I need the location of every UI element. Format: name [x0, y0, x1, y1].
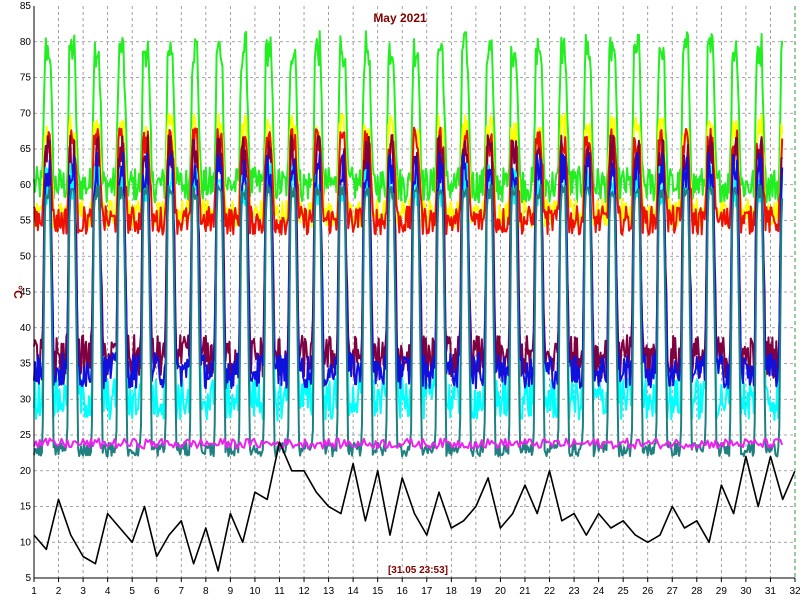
x-tick-label: 16 — [397, 586, 409, 597]
x-tick-label: 27 — [667, 586, 679, 597]
x-tick-label: 11 — [274, 586, 285, 597]
x-tick-label: 32 — [789, 586, 800, 597]
y-tick-label: 15 — [20, 502, 32, 513]
x-tick-label: 30 — [740, 586, 752, 597]
y-tick-label: 20 — [20, 466, 32, 477]
y-tick-label: 10 — [20, 537, 32, 548]
x-tick-label: 4 — [105, 586, 111, 597]
x-tick-label: 14 — [348, 586, 360, 597]
y-tick-label: 65 — [20, 144, 32, 155]
grid-lines — [34, 6, 795, 578]
y-tick-label: 55 — [20, 216, 32, 227]
x-tick-label: 3 — [80, 586, 86, 597]
y-axis-label: °C — [11, 285, 25, 299]
y-tick-label: 35 — [20, 359, 32, 370]
x-tick-label: 26 — [642, 586, 654, 597]
series-line-1 — [33, 30, 784, 204]
x-tick-label: 31 — [765, 586, 777, 597]
y-tick-label: 80 — [20, 37, 32, 48]
x-tick-label: 20 — [495, 586, 507, 597]
x-tick-label: 8 — [203, 586, 209, 597]
series-lines — [33, 30, 796, 572]
x-tick-labels: 1 2 3 4 5 6 7 8 9 10 11 12 13 14 15 16 17 18 19 20 21 22 23 24 2… — [31, 586, 800, 597]
x-tick-label: 21 — [519, 586, 531, 597]
x-tick-label: 23 — [569, 586, 581, 597]
y-tick-label: 70 — [20, 108, 32, 119]
x-tick-label: 15 — [372, 586, 384, 597]
y-tick-label: 85 — [20, 1, 32, 12]
x-tick-label: 22 — [544, 586, 556, 597]
x-tick-label: 18 — [446, 586, 458, 597]
x-tick-label: 2 — [56, 586, 62, 597]
x-tick-label: 24 — [593, 586, 605, 597]
x-tick-label: 19 — [470, 586, 482, 597]
x-tick-label: 17 — [421, 586, 433, 597]
chart-title: May 2021 — [373, 11, 427, 25]
y-tick-label: 5 — [25, 573, 31, 584]
y-tick-labels: 5 10 15 20 25 30 35 40 45 50 55 60 65 70 75 80 85 — [20, 1, 32, 584]
x-tick-label: 13 — [323, 586, 335, 597]
x-tick-label: 7 — [179, 586, 185, 597]
x-tick-label: 9 — [228, 586, 234, 597]
x-tick-label: 28 — [691, 586, 703, 597]
x-tick-label: 1 — [31, 586, 37, 597]
y-tick-label: 60 — [20, 180, 32, 191]
y-tick-label: 45 — [20, 287, 32, 298]
x-tick-label: 29 — [716, 586, 728, 597]
x-tick-label: 25 — [618, 586, 630, 597]
x-tick-label: 12 — [298, 586, 310, 597]
x-tick-label: 5 — [129, 586, 135, 597]
y-tick-label: 40 — [20, 323, 32, 334]
series-line-8 — [33, 437, 784, 450]
y-tick-label: 75 — [20, 73, 32, 84]
y-tick-label: 25 — [20, 430, 32, 441]
y-tick-label: 50 — [20, 251, 32, 262]
x-tick-label: 10 — [249, 586, 261, 597]
y-tick-label: 30 — [20, 394, 32, 405]
x-tick-label: 6 — [154, 586, 160, 597]
series-line-9 — [33, 441, 796, 572]
axes — [33, 6, 796, 582]
timestamp-label: [31.05 23:53] — [388, 565, 448, 576]
